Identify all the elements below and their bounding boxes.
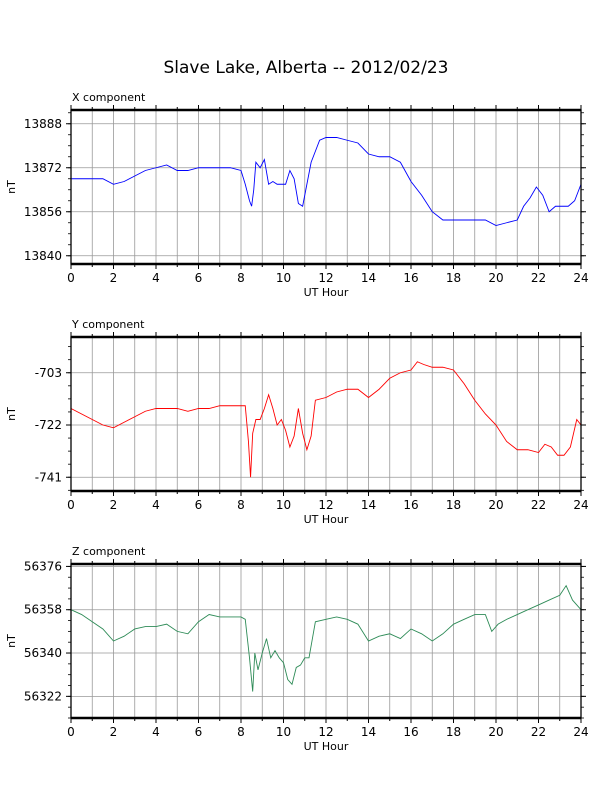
x-tick-label: 20 bbox=[488, 498, 503, 512]
x-axis-label: UT Hour bbox=[304, 286, 349, 299]
x-tick-label: 24 bbox=[573, 271, 588, 285]
y-tick-label: 56340 bbox=[24, 646, 62, 660]
x-tick-label: 18 bbox=[446, 271, 461, 285]
x-tick-label: 8 bbox=[237, 271, 245, 285]
x-tick-label: 6 bbox=[195, 271, 203, 285]
x-tick-label: 2 bbox=[110, 725, 118, 739]
y-axis-label: nT bbox=[5, 634, 18, 648]
x-tick-label: 12 bbox=[318, 271, 333, 285]
x-tick-label: 22 bbox=[531, 271, 546, 285]
panel-title: X component bbox=[72, 91, 146, 104]
panel-title: Z component bbox=[72, 545, 146, 558]
x-tick-label: 12 bbox=[318, 725, 333, 739]
y-tick-label: 13856 bbox=[24, 205, 62, 219]
x-tick-label: 22 bbox=[531, 498, 546, 512]
series-line bbox=[71, 137, 582, 226]
x-tick-label: 6 bbox=[195, 725, 203, 739]
x-tick-label: 4 bbox=[152, 271, 160, 285]
x-tick-label: 10 bbox=[276, 498, 291, 512]
x-tick-label: 18 bbox=[446, 725, 461, 739]
y-axis-label: nT bbox=[5, 407, 18, 421]
y-tick-label: 56322 bbox=[24, 689, 62, 703]
x-tick-label: 16 bbox=[403, 271, 418, 285]
series-line bbox=[70, 361, 582, 478]
x-tick-label: 0 bbox=[67, 725, 75, 739]
y-tick-label: -703 bbox=[35, 366, 62, 380]
y-tick-label: -722 bbox=[35, 418, 62, 432]
x-tick-label: 2 bbox=[110, 498, 118, 512]
x-tick-label: 24 bbox=[573, 725, 588, 739]
x-tick-label: 20 bbox=[488, 271, 503, 285]
x-tick-label: 10 bbox=[276, 725, 291, 739]
x-tick-label: 6 bbox=[195, 498, 203, 512]
x-tick-label: 24 bbox=[573, 498, 588, 512]
x-tick-label: 8 bbox=[237, 498, 245, 512]
x-tick-label: 4 bbox=[152, 498, 160, 512]
panel-title: Y component bbox=[71, 318, 145, 331]
y-tick-label: -741 bbox=[35, 470, 62, 484]
x-tick-label: 10 bbox=[276, 271, 291, 285]
x-tick-label: 4 bbox=[152, 725, 160, 739]
x-tick-label: 2 bbox=[110, 271, 118, 285]
x-tick-label: 0 bbox=[67, 271, 75, 285]
y-tick-label: 56358 bbox=[24, 603, 62, 617]
x-tick-label: 16 bbox=[403, 498, 418, 512]
y-tick-label: 13888 bbox=[24, 117, 62, 131]
x-axis-label: UT Hour bbox=[304, 740, 349, 753]
figure-title: Slave Lake, Alberta -- 2012/02/23 bbox=[163, 58, 449, 78]
y-tick-label: 56376 bbox=[24, 559, 62, 573]
x-tick-label: 14 bbox=[361, 498, 376, 512]
x-axis-label: UT Hour bbox=[304, 513, 349, 526]
y-tick-label: 13872 bbox=[24, 161, 62, 175]
y-axis-label: nT bbox=[5, 180, 18, 194]
x-tick-label: 8 bbox=[237, 725, 245, 739]
x-tick-label: 22 bbox=[531, 725, 546, 739]
x-tick-label: 14 bbox=[361, 271, 376, 285]
x-tick-label: 12 bbox=[318, 498, 333, 512]
x-tick-label: 0 bbox=[67, 498, 75, 512]
x-tick-label: 18 bbox=[446, 498, 461, 512]
x-tick-label: 14 bbox=[361, 725, 376, 739]
x-tick-label: 16 bbox=[403, 725, 418, 739]
series-line bbox=[70, 584, 582, 692]
y-tick-label: 13840 bbox=[24, 249, 62, 263]
x-tick-label: 20 bbox=[488, 725, 503, 739]
